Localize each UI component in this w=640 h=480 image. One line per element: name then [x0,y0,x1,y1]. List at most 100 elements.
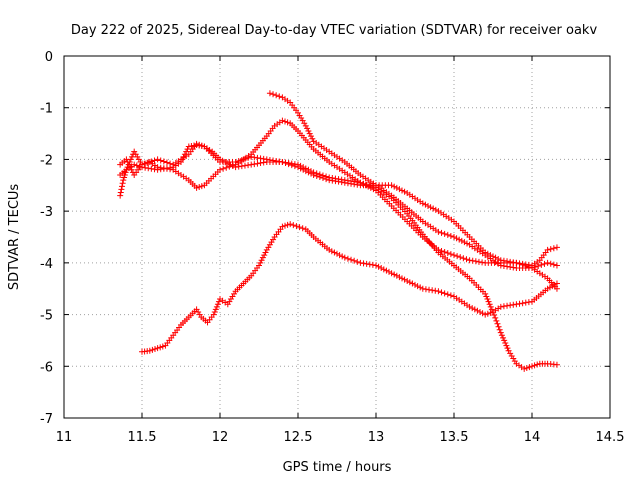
data-point [357,259,364,266]
data-point [426,286,433,293]
data-point [432,287,439,294]
data-point [388,270,395,277]
data-point [335,176,342,183]
data-point [485,298,492,305]
series-track-e [117,141,560,372]
y-tick-label: -1 [40,102,53,117]
data-point [469,305,476,312]
data-point [266,90,273,97]
data-point [391,271,398,278]
data-point [497,329,504,336]
data-point [366,261,373,268]
data-point [469,257,476,264]
series-track-d [139,221,560,355]
data-point [429,287,436,294]
data-point [257,160,264,167]
y-tick-label: -3 [40,205,53,220]
data-point [354,179,361,186]
data-point [486,301,493,308]
y-tick-label: -4 [40,257,53,272]
data-point [258,257,265,264]
data-point [457,254,464,261]
data-point [519,300,526,307]
data-point [232,164,239,171]
data-point [525,299,532,306]
data-point [502,340,509,347]
data-point [409,280,416,287]
data-point [391,183,398,190]
data-point [386,268,392,275]
data-point [425,202,431,209]
data-point [157,344,164,351]
data-point [399,187,405,194]
data-point [464,240,470,247]
data-point [285,160,292,167]
data-point [344,177,351,184]
data-point [316,171,323,178]
data-point [282,159,289,166]
data-point [251,161,258,168]
data-point [183,148,190,155]
data-point [299,225,306,232]
data-point [523,365,530,372]
y-tick-label: 0 [45,50,53,65]
x-tick-label: 11.5 [128,430,157,445]
data-point [188,142,195,149]
data-point [360,180,367,187]
series-track-c [266,90,560,272]
data-point [510,301,517,308]
data-point [435,228,442,235]
data-point [399,275,405,282]
data-point [287,221,294,228]
data-point [284,119,291,126]
y-tick-label: -2 [40,153,53,168]
data-point [534,361,541,368]
plot-frame [63,55,611,419]
y-tick-label: -6 [40,360,53,375]
data-point [521,365,528,372]
data-point [504,258,511,265]
data-point [118,186,125,193]
data-point [472,258,479,265]
data-point [366,182,373,189]
data-point [302,165,309,172]
data-point [180,153,187,160]
data-point [503,342,510,349]
data-point [279,117,286,124]
data-point [495,323,502,330]
data-point [288,160,295,167]
data-point [351,178,358,185]
data-point [417,284,424,291]
data-point [185,143,192,150]
data-point [306,130,313,137]
data-point [326,174,333,181]
data-point [544,246,551,253]
data-point [412,281,418,288]
data-point [238,156,245,163]
data-point [380,266,387,273]
data-point [336,252,343,259]
data-point [319,172,326,179]
data-point [491,311,498,318]
data-point [149,346,156,353]
data-point [430,205,437,212]
data-point [341,177,348,184]
data-point [136,163,143,170]
data-point [456,236,463,243]
data-point [497,303,504,310]
data-point [363,260,370,267]
data-point [482,290,489,297]
data-point [146,347,153,354]
data-point [516,300,523,307]
data-point [547,246,554,253]
data-point [290,222,297,229]
data-point [504,302,511,309]
data-point [326,246,333,253]
data-point [121,174,128,181]
data-point [230,162,236,169]
data-point [444,291,451,298]
data-point [484,310,491,317]
data-point [261,252,268,259]
x-axis-label: GPS time / hours [283,460,392,475]
data-point [500,257,507,264]
